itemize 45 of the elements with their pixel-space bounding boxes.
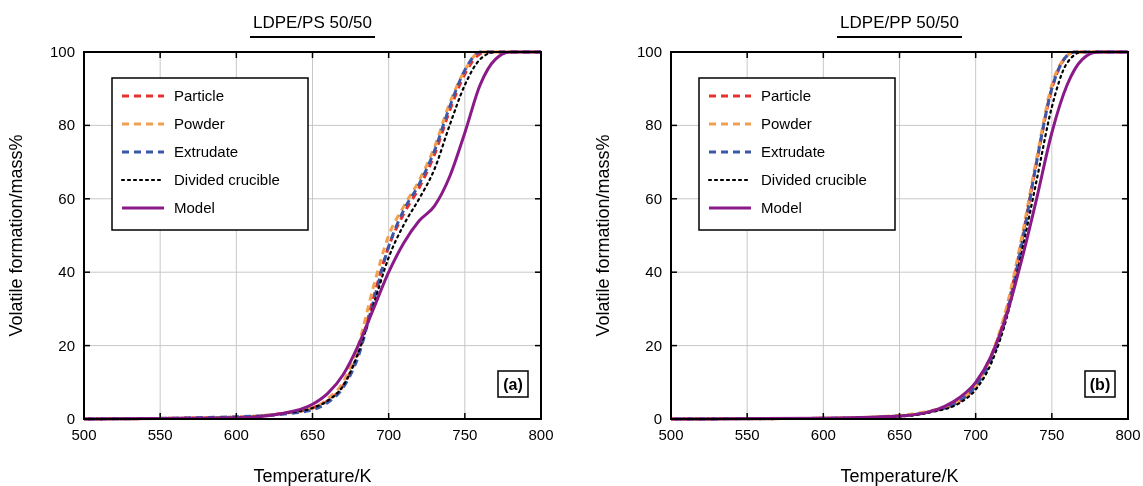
x-tick-label: 650 (886, 426, 913, 443)
x-tick-label: 800 (528, 426, 554, 443)
legend-label: Extrudate (174, 143, 239, 160)
x-tick-label: 800 (1115, 426, 1141, 443)
x-tick-label: 600 (810, 426, 836, 443)
x-tick-label: 700 (963, 426, 989, 443)
x-tick-label: 550 (147, 426, 173, 443)
x-axis-title: Temperature/K (253, 466, 372, 486)
x-tick-label: 700 (376, 426, 402, 443)
y-tick-label: 60 (645, 189, 662, 207)
y-tick-label: 20 (58, 336, 75, 354)
y-axis-title: Volatile formation/mass% (593, 134, 613, 337)
annotation: (b) (1089, 376, 1111, 393)
x-tick-label: 650 (299, 426, 326, 443)
legend-label: Divided crucible (761, 171, 867, 188)
y-tick-label: 20 (645, 336, 662, 354)
chart-title: LDPE/PP 50/50 (840, 13, 959, 32)
x-tick-label: 500 (658, 426, 684, 443)
x-tick-label: 550 (734, 426, 760, 443)
legend-label: Divided crucible (174, 171, 280, 188)
legend-label: Model (761, 199, 802, 216)
y-tick-label: 0 (653, 410, 662, 427)
y-tick-label: 80 (645, 116, 662, 134)
x-tick-label: 500 (71, 426, 97, 443)
y-axis-title: Volatile formation/mass% (6, 134, 26, 337)
y-tick-label: 80 (58, 116, 75, 134)
legend-label: Extrudate (761, 143, 826, 160)
legend-label: Particle (761, 87, 812, 104)
x-axis-title: Temperature/K (840, 466, 959, 486)
legend-label: Powder (761, 115, 812, 132)
y-tick-label: 60 (58, 189, 75, 207)
legend-label: Model (174, 199, 215, 216)
y-tick-label: 40 (58, 263, 75, 281)
y-tick-label: 40 (645, 263, 662, 281)
legend-label: Particle (174, 87, 225, 104)
x-tick-label: 750 (1039, 426, 1065, 443)
y-tick-label: 0 (66, 410, 75, 427)
chart-title: LDPE/PS 50/50 (252, 13, 373, 32)
x-tick-label: 600 (223, 426, 249, 443)
x-tick-label: 750 (452, 426, 478, 443)
y-tick-label: 100 (49, 43, 75, 60)
annotation: (a) (503, 376, 523, 393)
legend-label: Powder (174, 115, 225, 132)
y-tick-label: 100 (636, 43, 662, 60)
line-series (671, 50, 1128, 421)
